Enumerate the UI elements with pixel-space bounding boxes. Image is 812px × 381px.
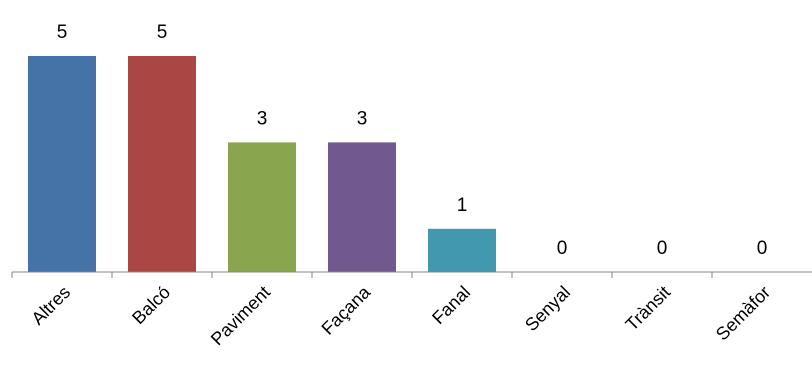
- bars-group: [28, 56, 496, 272]
- data-label-semafor: 0: [757, 238, 768, 259]
- category-label-semafor: Semàfor: [712, 282, 774, 344]
- category-label-facana: Façana: [318, 281, 375, 338]
- category-labels-group: Altres Balcó Paviment Façana Fanal Senyal Tràn…: [28, 281, 775, 349]
- data-label-paviment: 3: [257, 108, 268, 129]
- category-label-fanal: Fanal: [428, 282, 474, 328]
- category-label-paviment: Paviment: [207, 282, 274, 349]
- bar-altres: [28, 56, 96, 272]
- bar-balco: [128, 56, 196, 272]
- bar-paviment: [228, 142, 296, 272]
- bar-fanal: [428, 228, 496, 272]
- category-label-altres: Altres: [28, 282, 75, 329]
- data-label-facana: 3: [357, 108, 368, 129]
- category-label-senyal: Senyal: [521, 282, 574, 335]
- x-axis-ticks-group: [11, 272, 713, 278]
- data-labels-group: 5 5 3 3 1 0 0 0: [57, 22, 768, 259]
- category-label-transit: Trànsit: [622, 282, 675, 335]
- data-label-senyal: 0: [557, 238, 568, 259]
- data-label-transit: 0: [657, 238, 668, 259]
- data-label-altres: 5: [57, 22, 68, 43]
- data-label-fanal: 1: [457, 195, 468, 216]
- data-label-balco: 5: [157, 22, 168, 43]
- bar-facana: [328, 142, 396, 272]
- category-label-balco: Balcó: [128, 282, 174, 328]
